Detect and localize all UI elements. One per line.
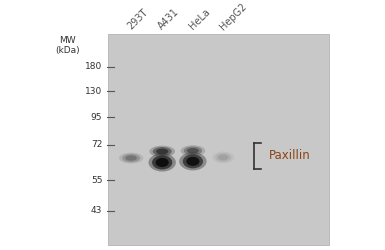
Ellipse shape [122,154,140,162]
Ellipse shape [156,158,169,167]
Ellipse shape [181,145,205,156]
Ellipse shape [156,148,168,154]
Text: HeLa: HeLa [187,7,212,32]
Text: MW
(kDa): MW (kDa) [55,36,80,56]
Ellipse shape [152,156,172,170]
Ellipse shape [187,148,199,154]
Text: Paxillin: Paxillin [269,149,311,162]
Ellipse shape [183,154,203,168]
Ellipse shape [119,152,143,164]
Text: 130: 130 [85,86,102,96]
Text: 43: 43 [91,206,102,215]
Text: 180: 180 [85,62,102,71]
Ellipse shape [126,155,137,161]
Text: HepG2: HepG2 [218,1,249,32]
Ellipse shape [153,147,172,156]
Ellipse shape [215,153,231,162]
Ellipse shape [218,154,228,160]
Ellipse shape [179,152,207,171]
Text: A431: A431 [157,7,181,32]
Ellipse shape [149,146,175,157]
Ellipse shape [212,152,234,163]
Ellipse shape [186,157,199,166]
Text: 55: 55 [91,176,102,184]
Bar [108,34,329,245]
Text: 293T: 293T [126,7,150,32]
Text: 95: 95 [91,113,102,122]
Text: 72: 72 [91,140,102,149]
Ellipse shape [184,146,202,155]
Ellipse shape [149,154,176,172]
